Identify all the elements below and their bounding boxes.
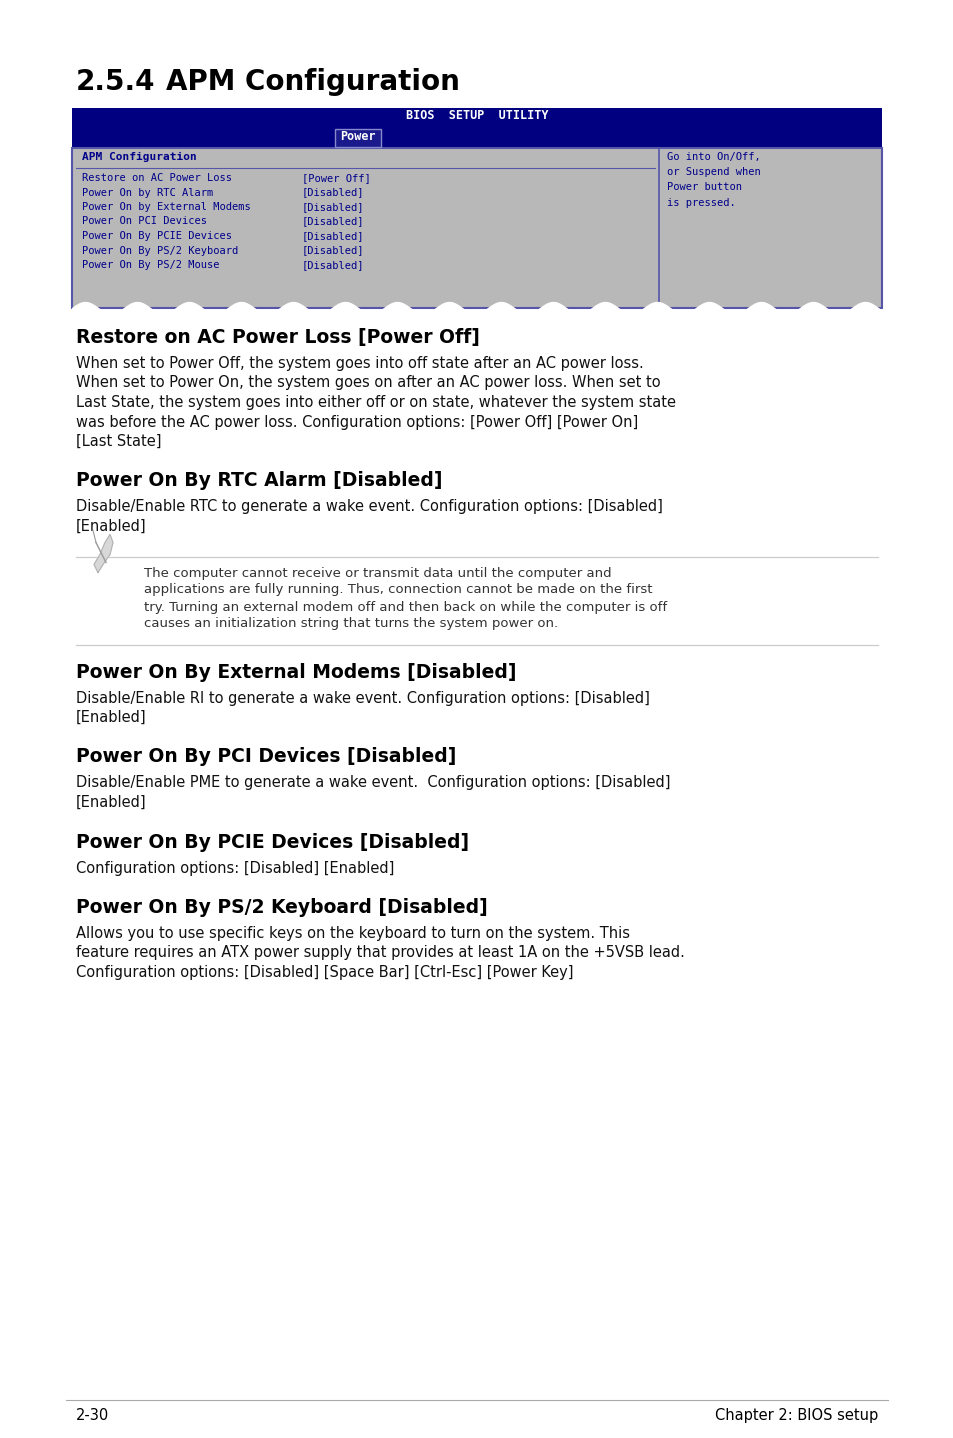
- Text: Power On By PS/2 Mouse: Power On By PS/2 Mouse: [82, 260, 219, 270]
- Polygon shape: [94, 535, 112, 572]
- Text: BIOS  SETUP  UTILITY: BIOS SETUP UTILITY: [405, 109, 548, 122]
- Text: Power On By External Modems [Disabled]: Power On By External Modems [Disabled]: [76, 663, 516, 682]
- Text: [Disabled]: [Disabled]: [302, 246, 364, 256]
- Text: Go into On/Off,
or Suspend when
Power button
is pressed.: Go into On/Off, or Suspend when Power bu…: [666, 152, 760, 207]
- Text: Configuration options: [Disabled] [Enabled]: Configuration options: [Disabled] [Enabl…: [76, 860, 394, 876]
- Text: 2.5.4: 2.5.4: [76, 68, 155, 96]
- Text: APM Configuration: APM Configuration: [82, 152, 196, 162]
- Bar: [71, 148, 882, 308]
- Text: Power On By PCI Devices [Disabled]: Power On By PCI Devices [Disabled]: [76, 748, 456, 766]
- Text: causes an initialization string that turns the system power on.: causes an initialization string that tur…: [144, 617, 558, 630]
- Text: Power On by RTC Alarm: Power On by RTC Alarm: [82, 187, 213, 197]
- Text: Power On PCI Devices: Power On PCI Devices: [82, 217, 207, 227]
- Text: When set to Power On, the system goes on after an AC power loss. When set to: When set to Power On, the system goes on…: [76, 375, 659, 391]
- Text: 2-30: 2-30: [76, 1408, 110, 1424]
- Text: Power On By PCIE Devices: Power On By PCIE Devices: [82, 232, 232, 242]
- Text: Last State, the system goes into either off or on state, whatever the system sta: Last State, the system goes into either …: [76, 395, 676, 410]
- Text: [Disabled]: [Disabled]: [302, 187, 364, 197]
- Text: Disable/Enable PME to generate a wake event.  Configuration options: [Disabled]: Disable/Enable PME to generate a wake ev…: [76, 775, 670, 791]
- Text: [Disabled]: [Disabled]: [302, 232, 364, 242]
- Text: [Disabled]: [Disabled]: [302, 217, 364, 227]
- Text: Power On By PCIE Devices [Disabled]: Power On By PCIE Devices [Disabled]: [76, 833, 469, 851]
- Text: [Last State]: [Last State]: [76, 434, 161, 449]
- Text: [Power Off]: [Power Off]: [302, 173, 371, 183]
- Text: Disable/Enable RTC to generate a wake event. Configuration options: [Disabled]: Disable/Enable RTC to generate a wake ev…: [76, 499, 662, 515]
- Text: try. Turning an external modem off and then back on while the computer is off: try. Turning an external modem off and t…: [144, 601, 666, 614]
- Text: Power: Power: [340, 129, 375, 142]
- FancyBboxPatch shape: [335, 129, 380, 147]
- Text: [Enabled]: [Enabled]: [76, 795, 147, 810]
- Text: Disable/Enable RI to generate a wake event. Configuration options: [Disabled]: Disable/Enable RI to generate a wake eve…: [76, 690, 649, 706]
- Text: [Enabled]: [Enabled]: [76, 710, 147, 725]
- Text: When set to Power Off, the system goes into off state after an AC power loss.: When set to Power Off, the system goes i…: [76, 357, 643, 371]
- Text: Restore on AC Power Loss [Power Off]: Restore on AC Power Loss [Power Off]: [76, 328, 479, 347]
- Text: Power On by External Modems: Power On by External Modems: [82, 201, 251, 211]
- Text: Chapter 2: BIOS setup: Chapter 2: BIOS setup: [714, 1408, 877, 1424]
- Text: feature requires an ATX power supply that provides at least 1A on the +5VSB lead: feature requires an ATX power supply tha…: [76, 946, 684, 961]
- Text: [Disabled]: [Disabled]: [302, 201, 364, 211]
- Text: applications are fully running. Thus, connection cannot be made on the first: applications are fully running. Thus, co…: [144, 584, 652, 597]
- Text: Power On By RTC Alarm [Disabled]: Power On By RTC Alarm [Disabled]: [76, 472, 442, 490]
- Text: Restore on AC Power Loss: Restore on AC Power Loss: [82, 173, 232, 183]
- Bar: [71, 108, 882, 128]
- Text: Configuration options: [Disabled] [Space Bar] [Ctrl-Esc] [Power Key]: Configuration options: [Disabled] [Space…: [76, 965, 573, 981]
- Text: Power On By PS/2 Keyboard: Power On By PS/2 Keyboard: [82, 246, 238, 256]
- Text: APM Configuration: APM Configuration: [166, 68, 459, 96]
- Text: Power On By PS/2 Keyboard [Disabled]: Power On By PS/2 Keyboard [Disabled]: [76, 897, 487, 917]
- Bar: [71, 128, 882, 148]
- Text: was before the AC power loss. Configuration options: [Power Off] [Power On]: was before the AC power loss. Configurat…: [76, 414, 638, 430]
- Text: [Disabled]: [Disabled]: [302, 260, 364, 270]
- Text: [Enabled]: [Enabled]: [76, 519, 147, 533]
- Text: The computer cannot receive or transmit data until the computer and: The computer cannot receive or transmit …: [144, 567, 611, 580]
- Text: Allows you to use specific keys on the keyboard to turn on the system. This: Allows you to use specific keys on the k…: [76, 926, 629, 940]
